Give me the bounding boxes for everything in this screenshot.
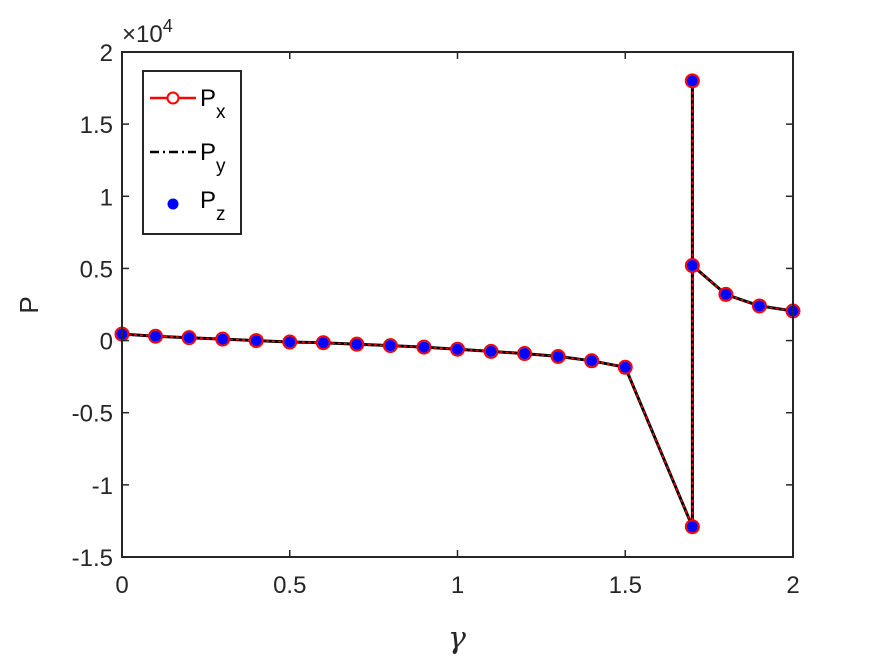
x-tick-label: 2 [786,572,799,599]
series-pz-point [552,350,564,362]
y-tick-label: 1 [100,184,113,211]
legend-px-subscript: x [216,102,226,123]
x-tick-label: 0 [115,572,128,599]
y-tick-label: 1.5 [80,112,113,139]
legend: Px Py Pz [142,70,242,235]
y-tick-label: 0 [100,329,113,356]
series-pz-point [753,300,765,312]
series-pz-point [720,288,732,300]
series-pz-point [686,260,698,272]
legend-py-subscript: y [216,156,226,177]
y-axis-multiplier-exponent: 4 [163,16,173,36]
series-pz-point [250,335,262,347]
y-tick-label: 0.5 [80,256,113,283]
series-pz-point [384,340,396,352]
x-tick-label: 1.5 [609,572,642,599]
series-pz-point [485,345,497,357]
series-pz-point [686,75,698,87]
x-tick-label: 0.5 [273,572,306,599]
y-axis-multiplier: ×104 [122,16,173,48]
series-pz-point [452,343,463,355]
legend-py-label: Py [200,139,226,177]
series-pz-point [183,332,195,344]
series-pz-point [519,348,531,360]
y-tick-label: -1 [92,473,113,500]
series-py-line [121,79,794,529]
x-tick-label: 1 [451,572,464,599]
legend-px-label: Px [200,85,226,123]
legend-pz-subscript: z [216,204,226,225]
y-tick-label: 2 [100,40,113,67]
series-pz-point [284,336,296,348]
series-pz-point [351,338,363,350]
y-tick-label: -1.5 [72,545,113,572]
x-axis-label: γ [448,621,466,656]
series-pz-point [217,333,229,345]
legend-pz-marker [167,198,179,210]
series-pz-point [317,337,329,349]
series-pz-point [619,361,631,373]
legend-px-marker [166,91,180,105]
series-pz-point [586,355,598,367]
series-pz-point [418,341,430,353]
series-pz-point [150,330,162,342]
y-axis-label: P [14,296,44,313]
plot-area [114,73,801,535]
y-tick-label: -0.5 [72,401,113,428]
series-pz-point [686,521,698,533]
legend-pz-label: Pz [200,187,226,225]
axis-ticks: 0 0.5 1 1.5 2 -1.5 -1 -0.5 0 0.5 1 1.5 2 [72,40,800,599]
